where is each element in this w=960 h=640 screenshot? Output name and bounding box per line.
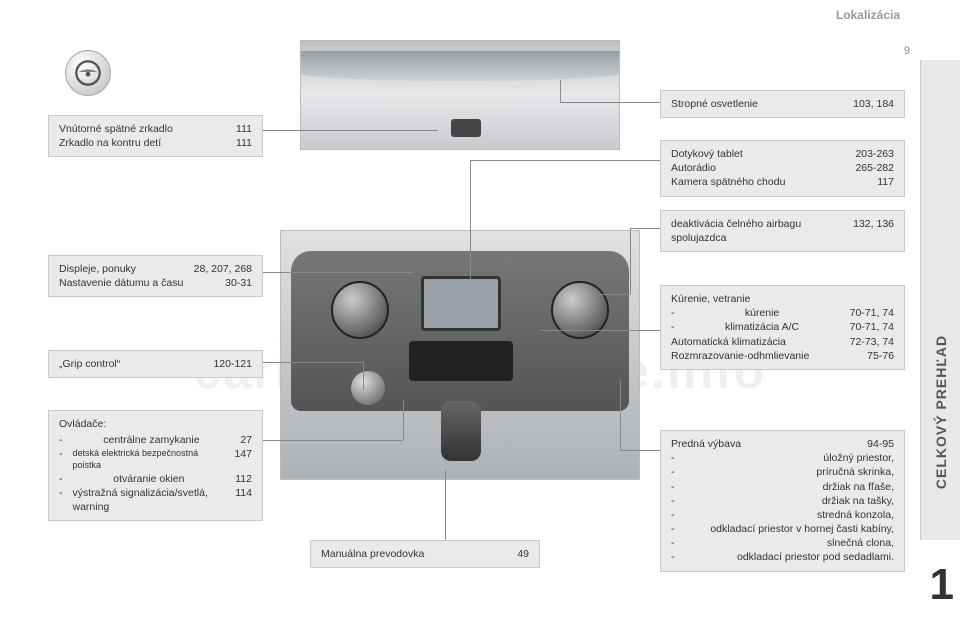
- page-number: 9: [904, 45, 910, 57]
- label: Rozmrazovanie-odhmlievanie: [671, 349, 809, 363]
- page-ref: 28, 207, 268: [194, 262, 252, 276]
- page-ref: 114: [235, 486, 252, 514]
- label: Automatická klimatizácia: [671, 335, 786, 349]
- label: odkladací priestor v hornej časti kabíny…: [710, 522, 894, 536]
- page-header: Lokalizácia: [836, 8, 900, 22]
- page-ref: 70-71, 74: [850, 320, 894, 334]
- label: výstražná signalizácia/svetlá, warning: [73, 486, 226, 514]
- label: „Grip control“: [59, 357, 120, 371]
- label: centrálne zamykanie: [103, 433, 199, 447]
- label: držiak na tašky,: [822, 494, 894, 508]
- label: Kamera spätného chodu: [671, 175, 785, 189]
- label: Autorádio: [671, 161, 716, 175]
- steering-icon: [65, 50, 111, 96]
- label: kúrenie: [745, 306, 779, 320]
- callout-mirror: Vnútorné spätné zrkadlo 111 Zrkadlo na ko…: [48, 115, 263, 157]
- label: slnečná clona,: [827, 536, 894, 550]
- leader-line: [560, 102, 660, 103]
- callout-gearbox: Manuálna prevodovka 49: [310, 540, 540, 568]
- label: Displeje, ponuky: [59, 262, 136, 276]
- leader-line: [600, 294, 630, 295]
- side-tab-label: CELKOVÝ PREHĽAD: [933, 335, 949, 489]
- label: Zrkadlo na kontru detí: [59, 136, 161, 150]
- page-ref: 70-71, 74: [850, 306, 894, 320]
- callout-grip: „Grip control“ 120-121: [48, 350, 263, 378]
- label: deaktivácia čelného airbagu spolujazdca: [671, 217, 831, 245]
- callout-controls: Ovládače: centrálne zamykanie 27 detská e…: [48, 410, 263, 521]
- label: stredná konzola,: [817, 508, 894, 522]
- label: Predná výbava: [671, 437, 741, 451]
- label: detská elektrická bezpečnostná poistka: [73, 447, 225, 471]
- leader-line: [403, 400, 404, 440]
- label: Dotykový tablet: [671, 147, 743, 161]
- leader-line: [263, 272, 413, 273]
- label: Manuálna prevodovka: [321, 547, 424, 561]
- photo-dashboard: [280, 230, 640, 480]
- side-tab: CELKOVÝ PREHĽAD: [920, 60, 960, 540]
- callout-airbag: deaktivácia čelného airbagu spolujazdca 1…: [660, 210, 905, 252]
- leader-line: [263, 362, 363, 363]
- leader-line: [470, 160, 660, 161]
- leader-line: [263, 130, 438, 131]
- page-ref: 103, 184: [853, 97, 894, 111]
- chapter-number: 1: [930, 560, 954, 610]
- page-ref: 27: [240, 433, 252, 447]
- label: držiak na fľaše,: [823, 480, 894, 494]
- leader-line: [630, 228, 660, 229]
- label: odkladací priestor pod sedadlami.: [737, 550, 894, 564]
- leader-line: [363, 362, 364, 390]
- page-ref: 111: [236, 122, 252, 136]
- label: Stropné osvetlenie: [671, 97, 758, 111]
- callout-displays: Displeje, ponuky 28, 207, 268 Nastavenie …: [48, 255, 263, 297]
- page-ref: 120-121: [213, 357, 252, 371]
- leader-line: [263, 440, 403, 441]
- leader-line: [540, 330, 660, 331]
- callout-heating: Kúrenie, vetranie kúrenie 70-71, 74 klima…: [660, 285, 905, 370]
- page-ref: 30-31: [225, 276, 252, 290]
- page-ref: 265-282: [855, 161, 894, 175]
- leader-line: [620, 450, 660, 451]
- label: úložný priestor,: [823, 451, 894, 465]
- label: príručná skrinka,: [816, 465, 894, 479]
- page-ref: 147: [234, 447, 252, 471]
- page-ref: 117: [877, 175, 894, 189]
- label: Ovládače:: [59, 417, 252, 431]
- leader-line: [445, 470, 446, 540]
- page-ref: 203-263: [855, 147, 894, 161]
- page-ref: 132, 136: [853, 217, 894, 245]
- leader-line: [630, 228, 631, 294]
- label: klimatizácia A/C: [725, 320, 799, 334]
- label: Nastavenie dátumu a času: [59, 276, 183, 290]
- page-ref: 49: [517, 547, 529, 561]
- label: Vnútorné spätné zrkadlo: [59, 122, 173, 136]
- page-ref: 111: [236, 136, 252, 150]
- leader-line: [620, 380, 621, 450]
- page-ref: 94-95: [867, 437, 894, 451]
- page-ref: 75-76: [867, 349, 894, 363]
- leader-line: [560, 80, 561, 102]
- page-ref: 112: [235, 472, 252, 486]
- callout-tablet: Dotykový tablet203-263 Autorádio265-282 …: [660, 140, 905, 197]
- callout-ceiling: Stropné osvetlenie 103, 184: [660, 90, 905, 118]
- leader-line: [470, 160, 471, 280]
- label: otváranie okien: [113, 472, 184, 486]
- callout-front-equipment: Predná výbava 94-95 úložný priestor,príru…: [660, 430, 905, 572]
- photo-ceiling-mirror: [300, 40, 620, 150]
- page-ref: 72-73, 74: [850, 335, 894, 349]
- label: Kúrenie, vetranie: [671, 292, 894, 306]
